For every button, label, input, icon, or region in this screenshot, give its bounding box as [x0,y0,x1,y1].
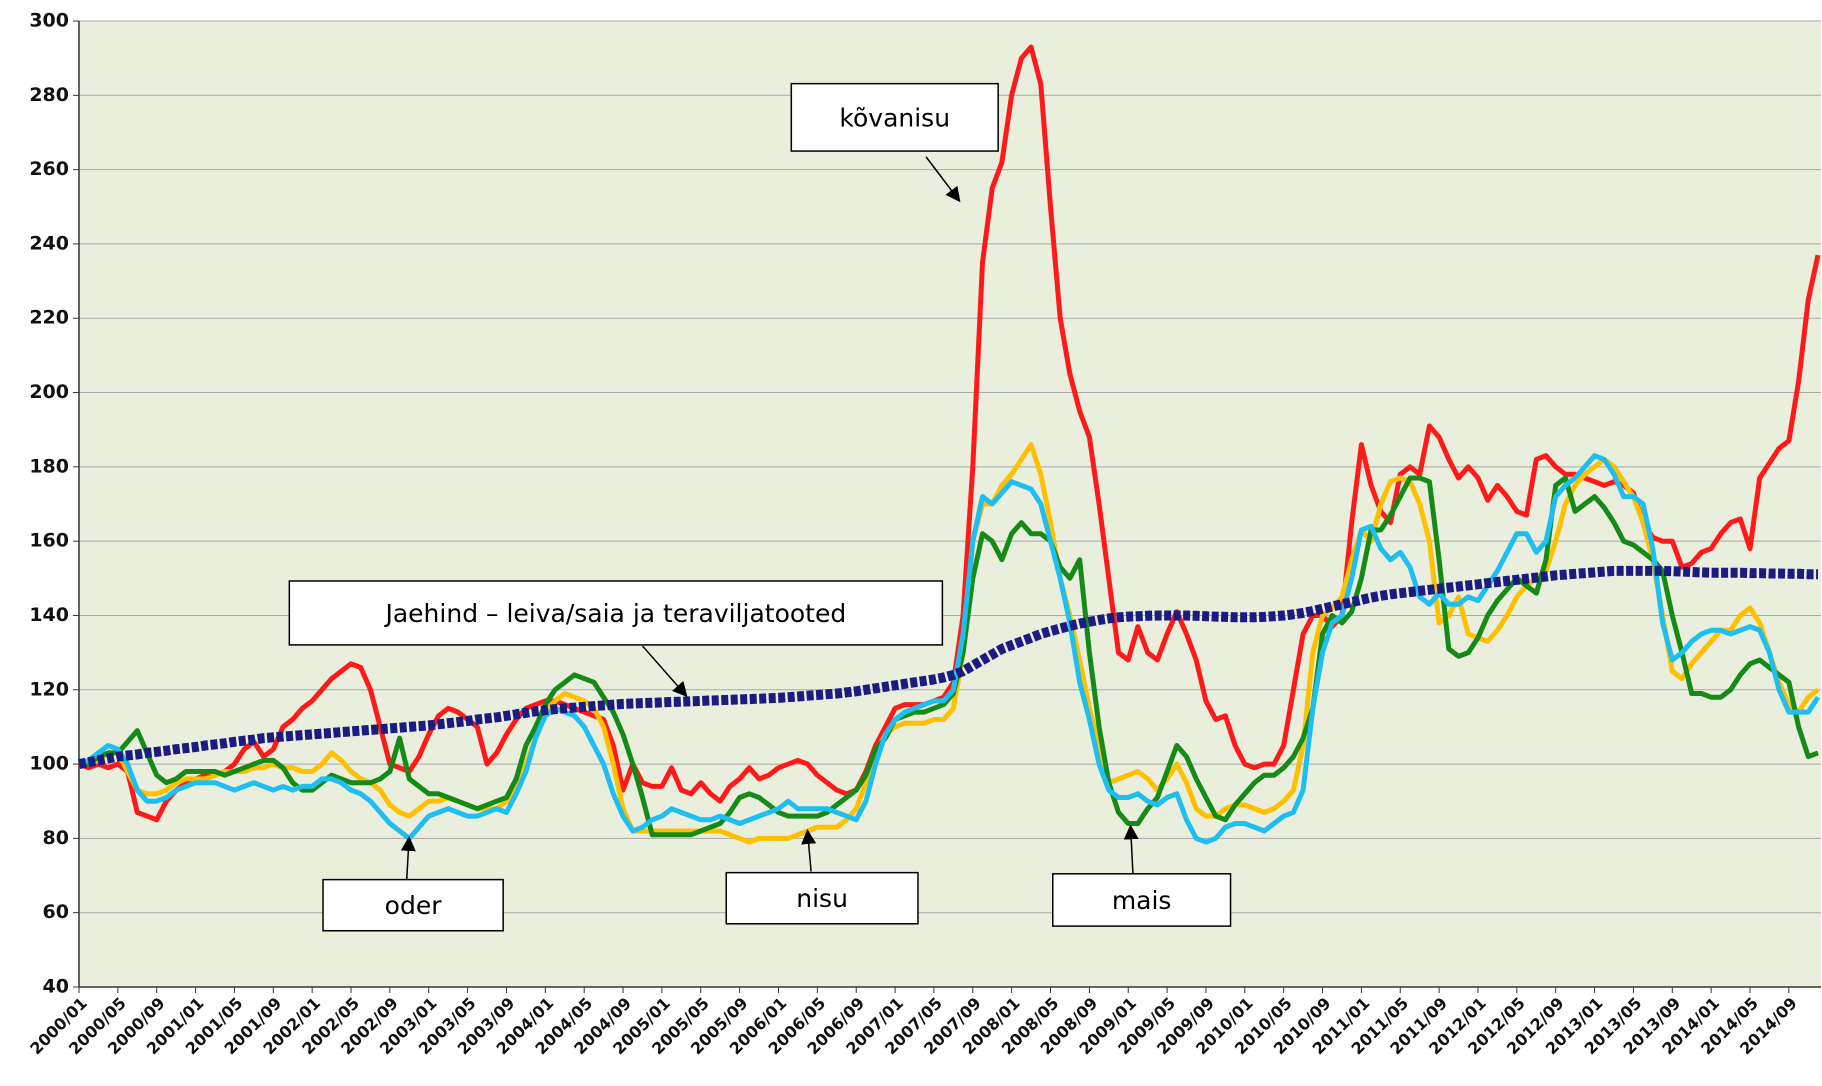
series-line [78,44,1821,823]
y-tick-label: 260 [29,158,69,180]
annotation: mais [1052,824,1232,927]
annotation-box [725,871,919,925]
series-line [78,565,1818,770]
annotation: oder [322,835,504,932]
annotation-box [1052,873,1232,927]
annotation-arrow [1123,824,1139,874]
annotation: Jaehind – leiva/saia ja teraviljatooted [288,580,944,698]
y-tick-label: 180 [29,455,69,477]
annotation: kõvanisu [790,82,999,203]
annotation-arrow [400,835,416,880]
y-tick-label: 80 [43,827,69,849]
y-tick-label: 120 [29,678,69,700]
y-tick-label: 220 [29,307,69,329]
annotation-label: mais [1112,886,1172,915]
y-tick-label: 40 [43,976,69,998]
annotation-label: oder [385,891,443,920]
annotation-arrow [801,828,817,872]
y-tick-label: 100 [29,753,69,775]
annotation-arrow [642,645,688,698]
annotation-label: Jaehind – leiva/saia ja teraviljatooted [383,599,846,628]
annotation: nisu [725,828,919,925]
y-tick-label: 200 [29,381,69,403]
annotation-box [790,82,999,152]
y-tick-label: 240 [29,232,69,254]
y-tick-label: 140 [29,604,69,626]
y-tick-label: 60 [43,901,69,923]
series-line [78,453,1821,845]
y-tick-label: 160 [29,530,69,552]
y-tick-label: 300 [29,10,69,32]
annotation-label: nisu [796,884,848,913]
annotation-box [288,580,944,646]
annotation-box [322,878,504,932]
annotation-label: kõvanisu [839,103,950,132]
annotation-arrow [925,156,961,203]
y-tick-label: 280 [29,84,69,106]
plot-area [79,21,1821,987]
